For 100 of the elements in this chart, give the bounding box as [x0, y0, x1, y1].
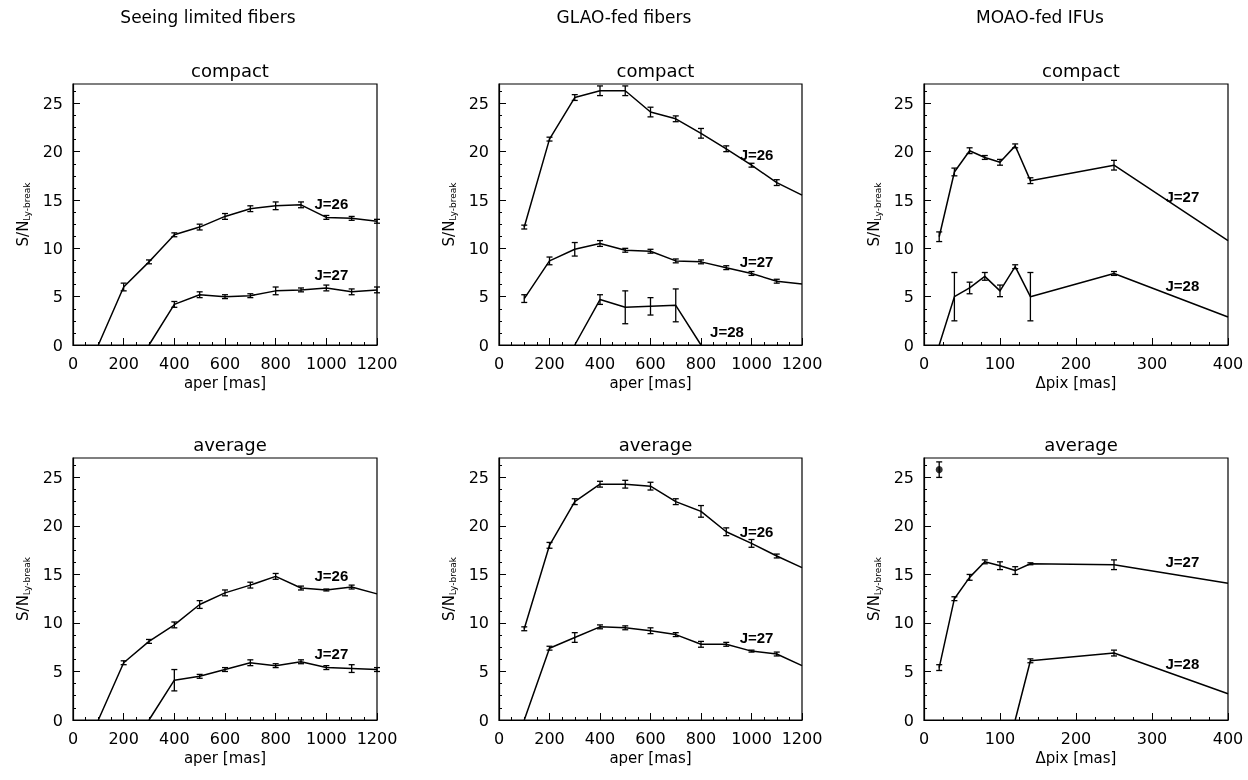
x-tick-label: 600 — [635, 353, 666, 373]
y-tick-label: 20 — [468, 142, 489, 162]
x-tick-label: 800 — [260, 353, 291, 373]
x-tick-label: 200 — [1060, 353, 1092, 373]
x-tick-label: 400 — [1212, 728, 1244, 748]
x-tick-label: 400 — [584, 353, 616, 373]
y-tick-label: 0 — [52, 710, 63, 730]
series-label: J=27 — [739, 629, 774, 647]
y-tick-label: 10 — [42, 238, 63, 258]
y-axis-title: S/NLy-break — [440, 556, 459, 621]
y-axis-title: S/NLy-break — [440, 181, 459, 247]
text: Seeing limited fibers — [120, 6, 296, 27]
y-tick-label: 0 — [52, 335, 63, 355]
y-tick-label: 25 — [468, 467, 489, 487]
y-tick-label: 15 — [468, 190, 489, 210]
x-tick-label: 1200 — [781, 728, 823, 748]
x-tick-label: 1000 — [305, 353, 347, 373]
y-tick-label: 20 — [468, 516, 489, 536]
y-tick-label: 25 — [893, 467, 914, 487]
y-tick-label: 5 — [903, 661, 914, 681]
series-label: J=28 — [710, 322, 744, 340]
x-axis-title: aper [mas] — [183, 374, 267, 393]
y-tick-label: 25 — [42, 93, 63, 113]
x-tick-label: 100 — [984, 728, 1016, 748]
series-label: J=28 — [1165, 655, 1200, 672]
chart-title: average — [193, 433, 267, 455]
x-tick-label: 400 — [1212, 353, 1244, 373]
y-tick-label: 15 — [42, 190, 63, 210]
y-axis-title: S/NLy-break — [865, 181, 884, 247]
y-tick-label: 5 — [52, 661, 63, 681]
chart-title: compact — [1042, 59, 1120, 81]
y-tick-label: 15 — [893, 564, 914, 584]
y-tick-label: 5 — [478, 287, 489, 307]
chart-title: average — [1044, 433, 1118, 455]
series-label: J=26 — [314, 566, 349, 584]
y-tick-label: 15 — [42, 564, 63, 584]
y-axis-title: S/NLy-break — [865, 556, 884, 621]
series-label: J=27 — [739, 252, 774, 270]
series-label: J=27 — [1165, 553, 1200, 571]
series-label: J=27 — [1165, 187, 1200, 205]
y-tick-label: 10 — [893, 238, 914, 258]
y-tick-label: 0 — [478, 710, 489, 730]
x-axis-title: Δpix [mas] — [1035, 374, 1117, 393]
y-tick-label: 0 — [903, 710, 914, 730]
y-tick-label: 25 — [468, 93, 489, 113]
x-tick-label: 600 — [635, 728, 666, 748]
series-label: J=27 — [314, 266, 349, 284]
y-tick-label: 10 — [468, 613, 489, 633]
y-tick-label: 20 — [42, 516, 63, 536]
x-tick-label: 1000 — [305, 728, 347, 748]
x-tick-label: 200 — [108, 353, 139, 373]
series-label: J=26 — [314, 195, 349, 213]
x-tick-label: 100 — [984, 353, 1016, 373]
x-tick-label: 800 — [685, 728, 717, 748]
x-axis-title: aper [mas] — [609, 374, 692, 393]
x-tick-label: 300 — [1136, 728, 1168, 748]
x-tick-label: 1200 — [781, 353, 823, 373]
y-tick-label: 10 — [893, 613, 914, 633]
x-tick-label: 400 — [159, 353, 190, 373]
y-tick-label: 5 — [478, 661, 489, 681]
x-tick-label: 800 — [260, 728, 291, 748]
x-tick-label: 0 — [493, 728, 505, 748]
chart-title: compact — [616, 59, 695, 81]
chart-title: compact — [191, 59, 269, 81]
x-tick-label: 200 — [108, 728, 139, 748]
x-tick-label: 1000 — [731, 728, 772, 748]
x-axis-title: aper [mas] — [183, 749, 267, 768]
x-axis-title: aper [mas] — [609, 749, 692, 768]
x-tick-label: 1200 — [356, 728, 398, 748]
y-tick-label: 5 — [52, 287, 63, 307]
x-tick-label: 200 — [534, 353, 565, 373]
y-tick-label: 0 — [478, 335, 489, 355]
y-tick-label: 25 — [893, 93, 914, 113]
x-tick-label: 200 — [534, 728, 565, 748]
x-tick-label: 600 — [209, 353, 241, 373]
x-tick-label: 0 — [918, 728, 930, 748]
y-tick-label: 25 — [42, 467, 63, 487]
y-axis-title: S/NLy-break — [14, 181, 33, 247]
x-tick-label: 0 — [67, 353, 79, 373]
x-tick-label: 200 — [1060, 728, 1092, 748]
x-tick-label: 800 — [685, 353, 717, 373]
text: MOAO-fed IFUs — [976, 6, 1105, 27]
y-tick-label: 15 — [468, 564, 489, 584]
x-tick-label: 1000 — [731, 353, 772, 373]
series-label: J=27 — [314, 645, 349, 663]
x-axis-title: Δpix [mas] — [1035, 749, 1117, 768]
x-tick-label: 400 — [584, 728, 616, 748]
chart-title: average — [618, 433, 693, 455]
x-tick-label: 0 — [918, 353, 930, 373]
y-tick-label: 20 — [893, 516, 914, 536]
y-tick-label: 15 — [893, 190, 914, 210]
series-label: J=26 — [739, 146, 774, 164]
y-axis-title: S/NLy-break — [14, 556, 33, 621]
series-label: J=26 — [739, 523, 774, 541]
y-tick-label: 10 — [42, 613, 63, 633]
y-tick-label: 0 — [903, 335, 914, 355]
y-tick-label: 20 — [42, 142, 63, 162]
text: GLAO-fed fibers — [556, 6, 692, 27]
series-label: J=28 — [1165, 277, 1200, 295]
y-tick-label: 10 — [468, 238, 489, 258]
